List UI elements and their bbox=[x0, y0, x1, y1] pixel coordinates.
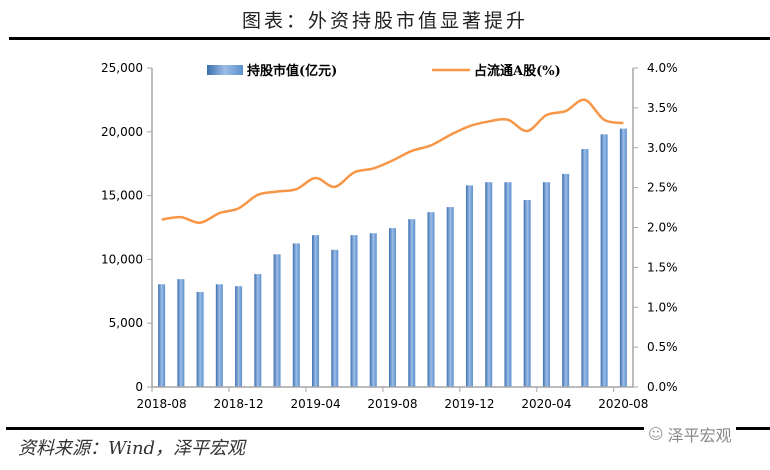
y-left-tick-label: 10,000 bbox=[101, 252, 143, 266]
y-right-tick-label: 4.0% bbox=[647, 61, 678, 75]
axes: 0 5,000 10,000 15,000 20,000 25,000 0.0% 0.5% 1.… bbox=[101, 61, 678, 411]
bar-2020-08 bbox=[619, 128, 627, 388]
bar-2020-04 bbox=[542, 182, 550, 387]
bar-2018-09 bbox=[177, 279, 185, 387]
y-right-tick-label: 1.5% bbox=[647, 260, 678, 274]
y-right-tick-label: 2.5% bbox=[647, 181, 678, 195]
bar-2020-05 bbox=[562, 173, 570, 387]
bar-2018-12 bbox=[235, 286, 243, 387]
bar-2018-11 bbox=[215, 284, 223, 387]
x-tick-label: 2020-08 bbox=[598, 397, 648, 411]
x-tick-label: 2018-08 bbox=[137, 397, 187, 411]
y-right-tick-label: 3.5% bbox=[647, 101, 678, 115]
legend-bar-label: 持股市值(亿元) bbox=[247, 63, 337, 79]
bar-2019-03 bbox=[292, 243, 300, 387]
bar-2018-08 bbox=[158, 284, 166, 387]
bar-2019-07 bbox=[369, 233, 377, 387]
bar-2019-08 bbox=[389, 228, 396, 387]
bar-2019-01 bbox=[254, 274, 262, 387]
bar-2019-10 bbox=[427, 212, 435, 387]
x-tick-label: 2019-08 bbox=[367, 397, 417, 411]
x-tick-label: 2020-04 bbox=[521, 397, 571, 411]
bar-2019-11 bbox=[446, 207, 454, 387]
y-left-tick-label: 15,000 bbox=[101, 189, 143, 203]
watermark: ☺ 泽平宏观 bbox=[644, 422, 736, 446]
bar-2019-02 bbox=[273, 254, 281, 387]
source-note: 资料来源：Wind，泽平宏观 bbox=[18, 438, 246, 459]
bar-2020-01 bbox=[485, 182, 493, 387]
legend: 持股市值(亿元) 占流通A股(%) bbox=[207, 63, 561, 79]
top-rule bbox=[9, 37, 770, 40]
bar-2019-09 bbox=[408, 219, 416, 387]
legend-bar-swatch bbox=[207, 65, 243, 75]
line-series bbox=[161, 98, 624, 224]
bar-2019-05 bbox=[331, 249, 339, 387]
y-left-tick-label: 25,000 bbox=[101, 61, 143, 75]
line-share-of-float bbox=[161, 98, 624, 224]
bar-2020-02 bbox=[504, 182, 512, 387]
y-left-tick-label: 5,000 bbox=[109, 316, 143, 330]
figure-title: 图表：外资持股市值显著提升 bbox=[241, 10, 528, 32]
wechat-icon: ☺ bbox=[648, 425, 664, 443]
bar-2020-03 bbox=[523, 200, 531, 387]
bar-2018-10 bbox=[196, 291, 204, 387]
bar-series bbox=[158, 128, 627, 388]
legend-line-label: 占流通A股(%) bbox=[474, 63, 561, 79]
bar-2019-06 bbox=[350, 235, 358, 387]
y-left-tick-label: 20,000 bbox=[101, 125, 143, 139]
bar-2019-04 bbox=[312, 235, 320, 387]
y-right-tick-label: 0.5% bbox=[647, 340, 678, 354]
bar-2020-07 bbox=[600, 134, 608, 387]
x-tick-label: 2018-12 bbox=[214, 397, 264, 411]
bottom-rule bbox=[6, 427, 770, 430]
bar-2019-12 bbox=[465, 185, 473, 387]
y-left-tick-label: 0 bbox=[135, 380, 143, 394]
x-tick-label: 2019-12 bbox=[444, 397, 494, 411]
x-tick-label: 2019-04 bbox=[290, 397, 340, 411]
y-right-tick-label: 3.0% bbox=[647, 141, 678, 155]
bar-2020-06 bbox=[581, 149, 589, 387]
y-right-tick-label: 1.0% bbox=[647, 300, 678, 314]
y-right-tick-label: 0.0% bbox=[647, 380, 678, 394]
y-right-tick-label: 2.0% bbox=[647, 221, 678, 235]
chart: 0 5,000 10,000 15,000 20,000 25,000 0.0% 0.5% 1.… bbox=[101, 61, 678, 411]
watermark-text: 泽平宏观 bbox=[667, 426, 732, 445]
